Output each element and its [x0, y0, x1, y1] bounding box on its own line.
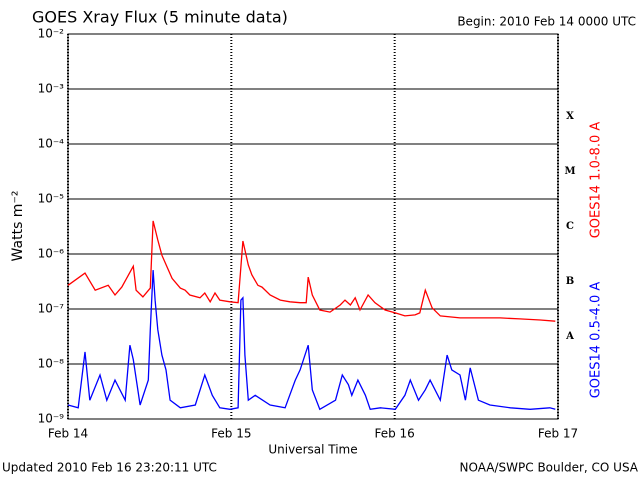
y-axis-label: Watts m⁻² [10, 191, 26, 262]
plot-frame [67, 33, 559, 420]
y-tick-label: 10⁻⁶ [38, 247, 65, 261]
x-tick-label: Feb 16 [374, 427, 414, 441]
y-tick-label: 10⁻⁴ [38, 137, 65, 151]
footer-source: NOAA/SWPC Boulder, CO USA [460, 461, 639, 475]
y-tick-label: 10⁻⁸ [38, 357, 65, 371]
legend-entry: GOES14 1.0-8.0 A [589, 122, 604, 239]
chart-title: GOES Xray Flux (5 minute data) [32, 8, 288, 27]
series-line [67, 270, 556, 411]
flare-class-label: A [565, 331, 574, 342]
y-tick-label: 10⁻⁷ [38, 302, 65, 316]
flare-class-label: X [566, 111, 574, 122]
footer-updated: Updated 2010 Feb 16 23:20:11 UTC [2, 461, 217, 475]
y-tick-label: 10⁻⁵ [38, 192, 65, 206]
flare-class-label: M [564, 166, 575, 177]
x-tick-label: Feb 14 [48, 427, 88, 441]
x-tick-label: Feb 15 [211, 427, 251, 441]
flare-class-label: B [566, 276, 574, 287]
x-axis-label: Universal Time [268, 443, 357, 457]
series-line [67, 220, 556, 322]
y-tick-label: 10⁻³ [38, 82, 65, 96]
y-tick-label: 10⁻² [38, 27, 65, 41]
y-tick-label: 10⁻⁹ [38, 412, 65, 426]
chart-subtitle: Begin: 2010 Feb 14 0000 UTC [457, 15, 636, 29]
x-tick-label: Feb 17 [538, 427, 578, 441]
legend-entry: GOES14 0.5-4.0 A [589, 282, 604, 399]
flare-class-label: C [566, 221, 574, 232]
